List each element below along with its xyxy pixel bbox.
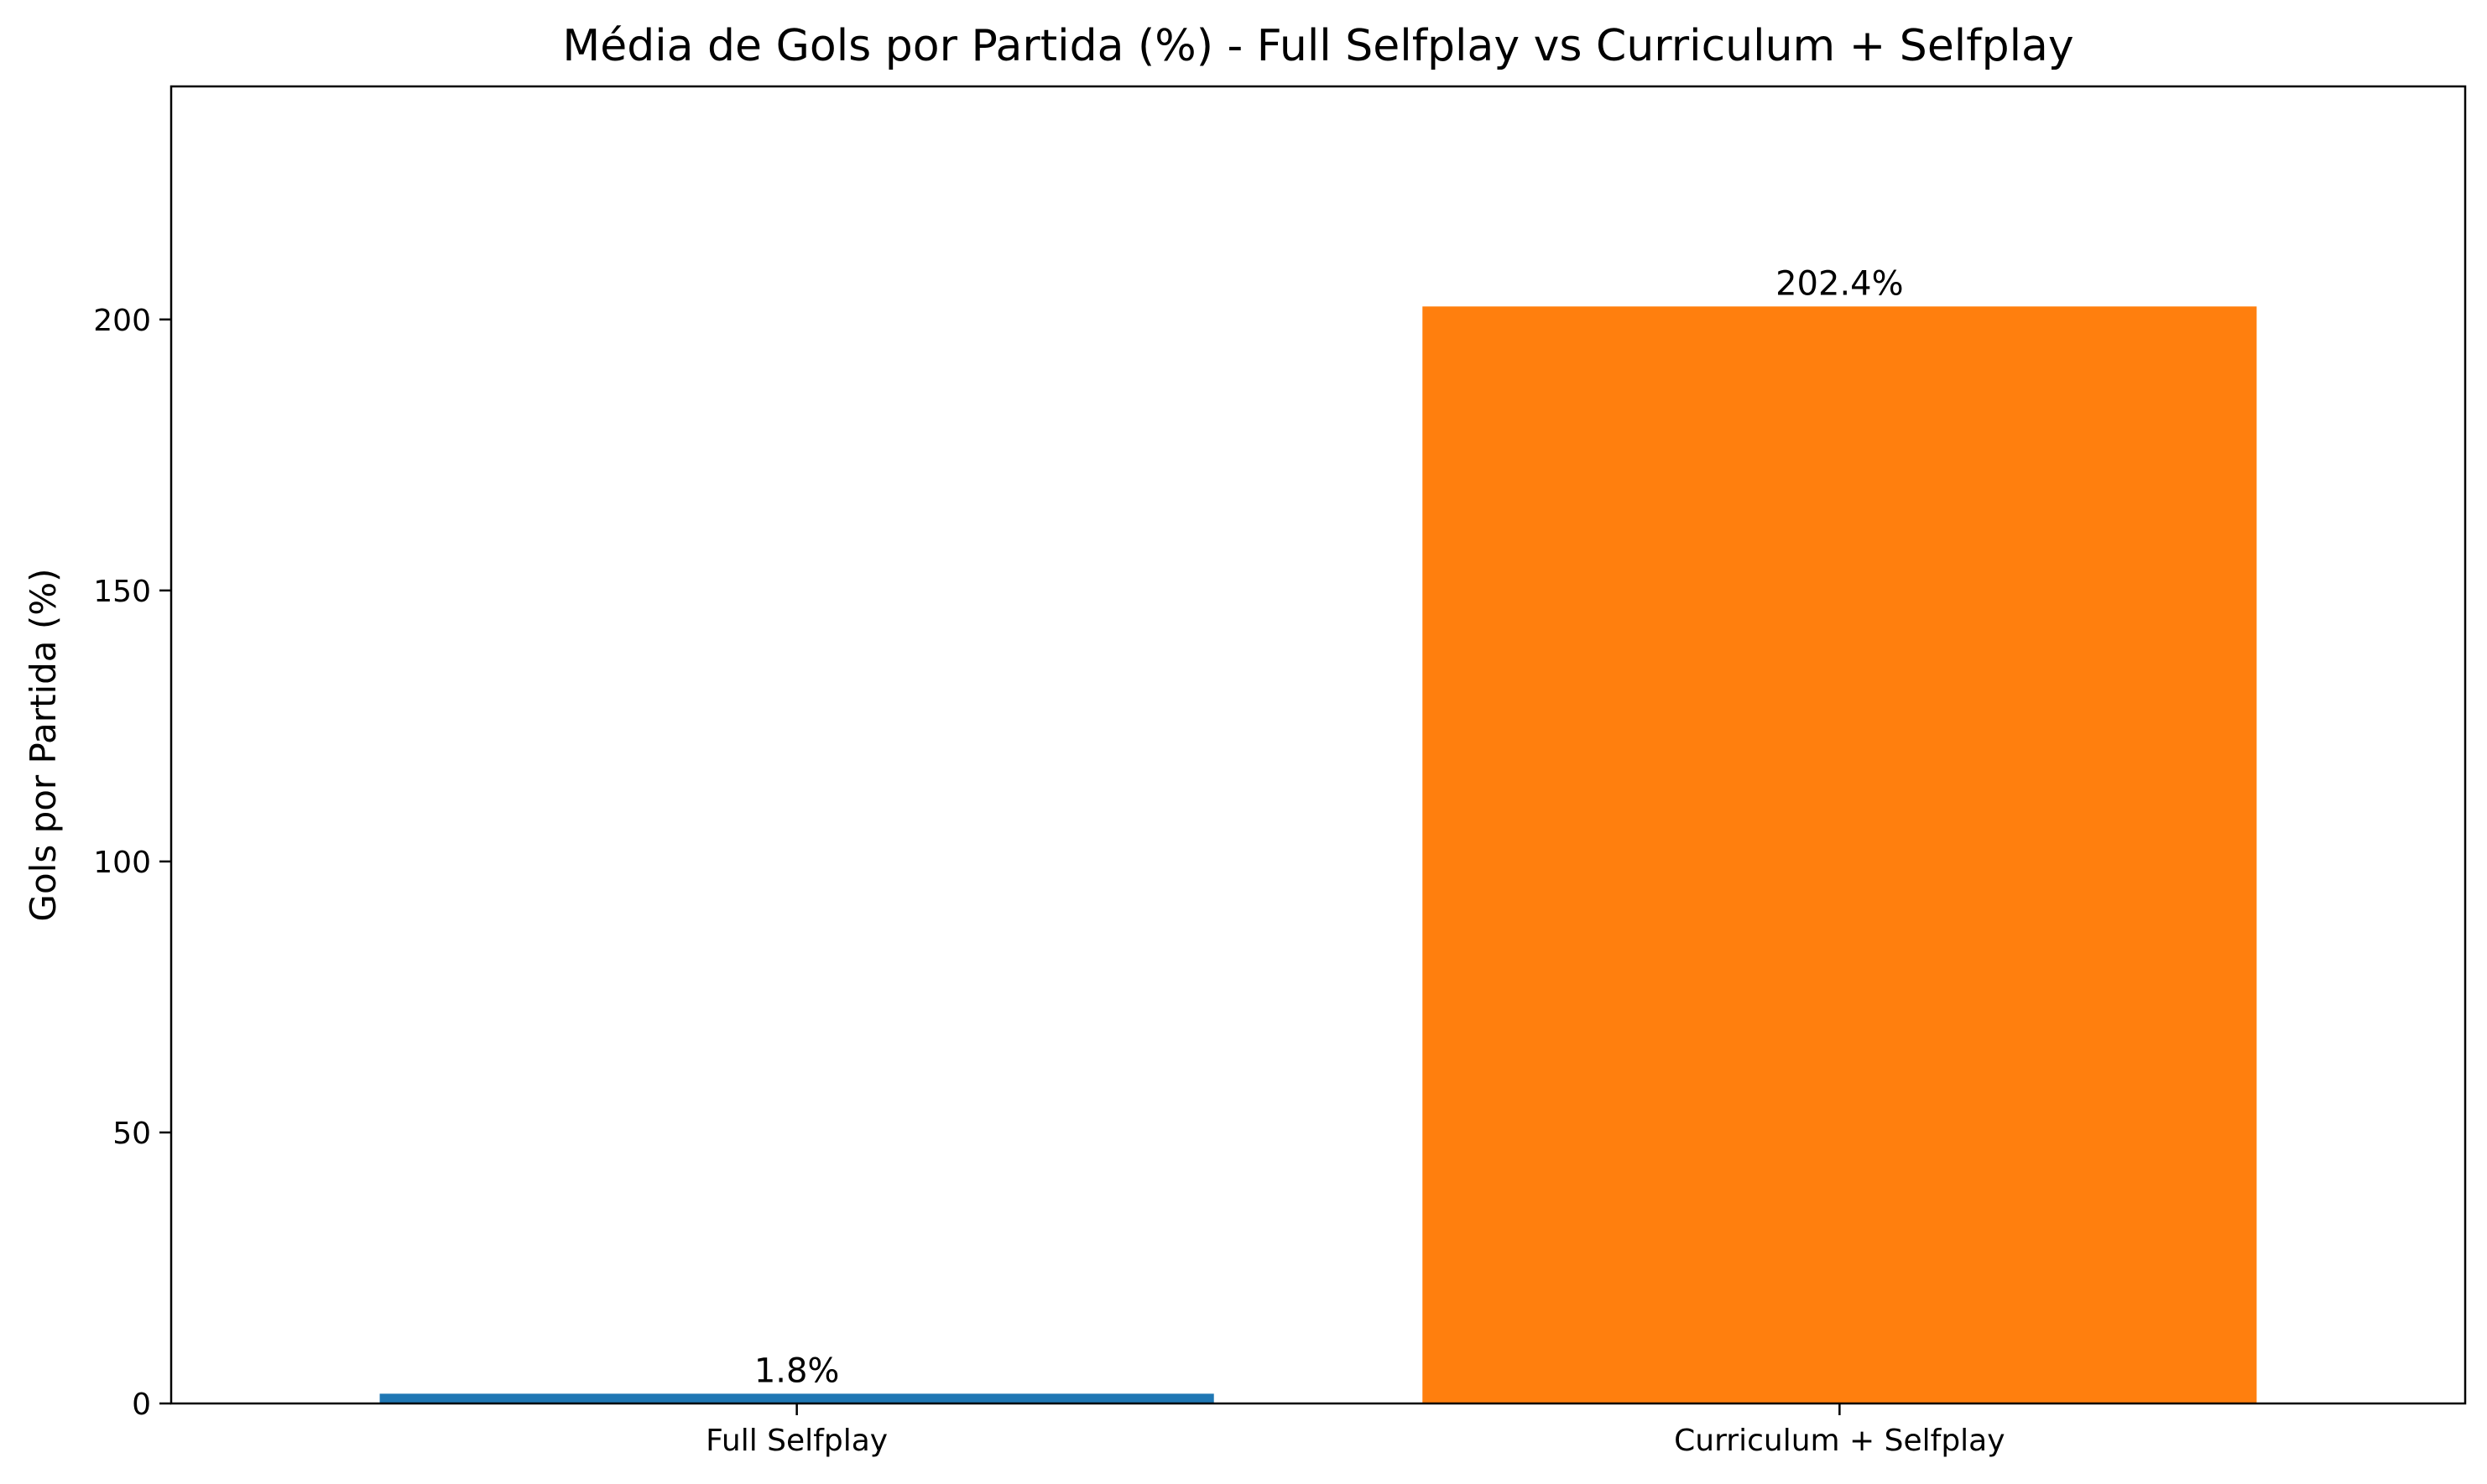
y-axis-ticks: 0 50 100 150 200 bbox=[93, 304, 171, 1422]
y-tick-label-3: 150 bbox=[93, 575, 151, 609]
chart-title: Média de Gols por Partida (%) - Full Sel… bbox=[562, 21, 2073, 71]
bars-group bbox=[379, 306, 2257, 1403]
y-tick-label-0: 0 bbox=[132, 1388, 151, 1422]
y-tick-label-1: 50 bbox=[112, 1117, 151, 1151]
x-axis-ticks: Full Selfplay Curriculum + Selfplay bbox=[706, 1403, 2005, 1458]
bar-value-label-1: 202.4% bbox=[1775, 264, 1904, 303]
y-tick-label-2: 100 bbox=[93, 846, 151, 880]
plot-frame bbox=[169, 85, 2467, 1405]
y-axis-label: Gols por Partida (%) bbox=[23, 568, 64, 921]
y-tick-label-4: 200 bbox=[93, 304, 151, 338]
bar-value-labels: 1.8% 202.4% bbox=[754, 264, 1904, 1390]
bar-0 bbox=[379, 1393, 1214, 1403]
x-tick-label-0: Full Selfplay bbox=[706, 1424, 888, 1458]
x-tick-label-1: Curriculum + Selfplay bbox=[1674, 1424, 2005, 1458]
bar-1 bbox=[1422, 306, 2257, 1403]
bar-value-label-0: 1.8% bbox=[754, 1351, 840, 1390]
